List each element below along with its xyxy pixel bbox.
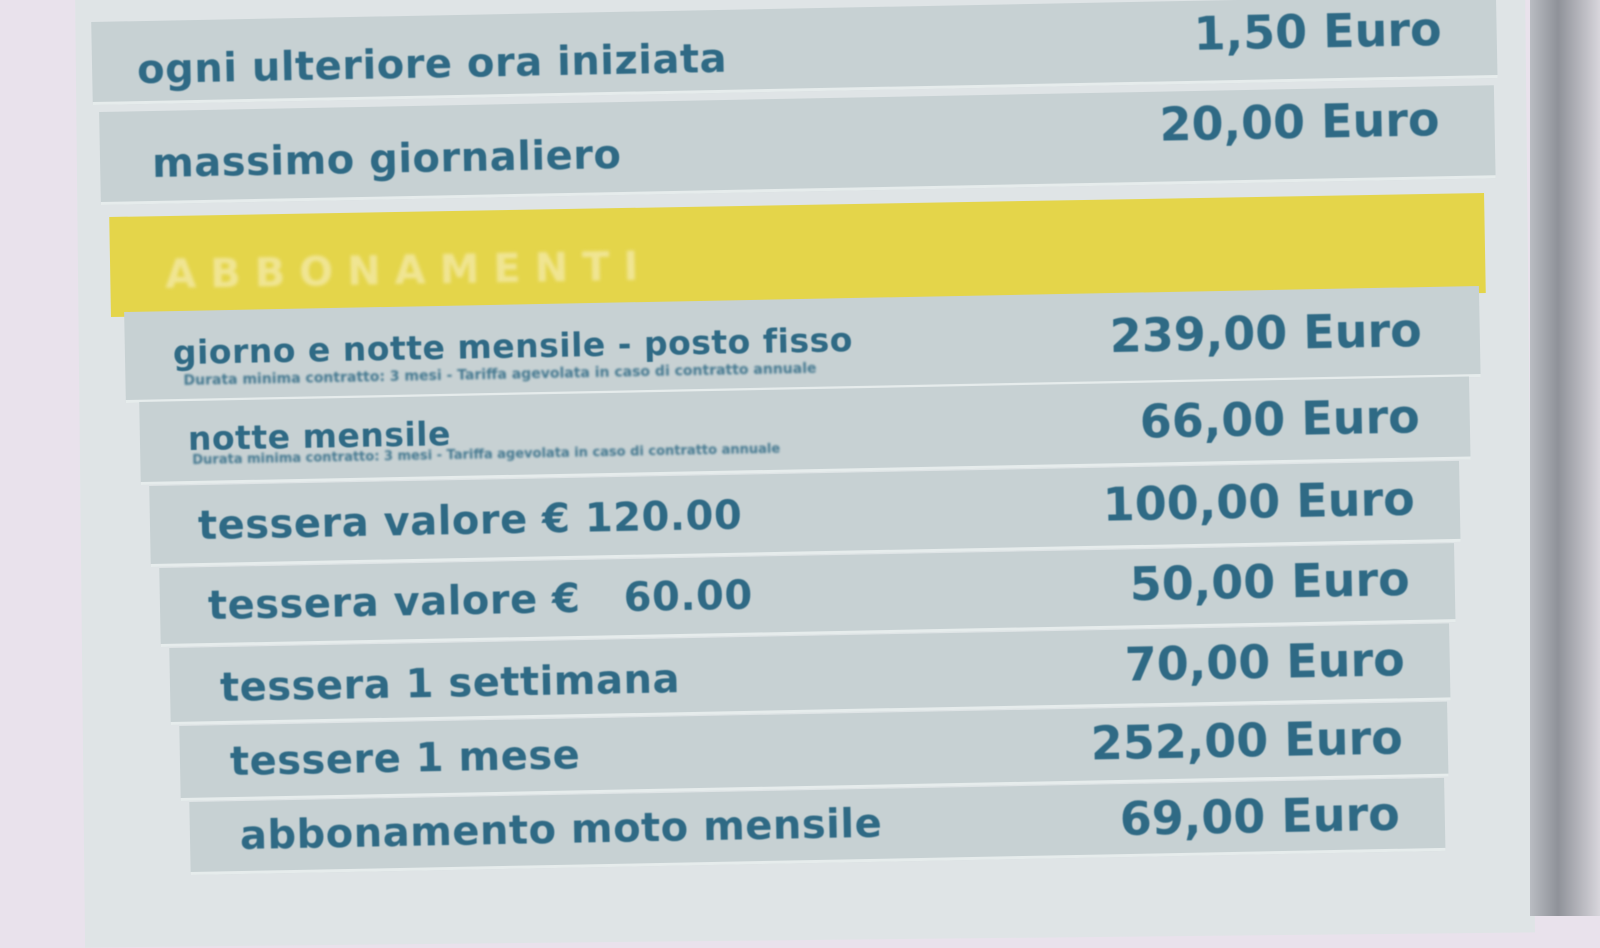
row-label: tessera valore € 60.00 [207, 572, 754, 630]
section-header-label: ABBONAMENTI [164, 243, 653, 299]
sign-frame [1530, 0, 1600, 916]
row-price: 66,00 Euro [1139, 389, 1421, 449]
row-price: 239,00 Euro [1109, 303, 1423, 364]
row-price: 50,00 Euro [1129, 552, 1411, 612]
row-price: 100,00 Euro [1102, 471, 1416, 532]
row-price: 252,00 Euro [1090, 710, 1404, 771]
row-price: 69,00 Euro [1119, 786, 1401, 847]
row-price: 20,00 Euro [1159, 92, 1441, 152]
row-price: 1,50 Euro [1193, 2, 1443, 61]
row-label: tessere 1 mese [229, 732, 581, 786]
row-label: abbonamento moto mensile [239, 800, 883, 860]
row-price: 70,00 Euro [1124, 632, 1406, 692]
row-label: massimo giornaliero [151, 131, 622, 187]
row-label: tessera 1 settimana [219, 656, 681, 712]
row-label: tessera valore € 120.00 [197, 492, 743, 550]
row-label: ogni ulteriore ora iniziata [136, 35, 728, 94]
